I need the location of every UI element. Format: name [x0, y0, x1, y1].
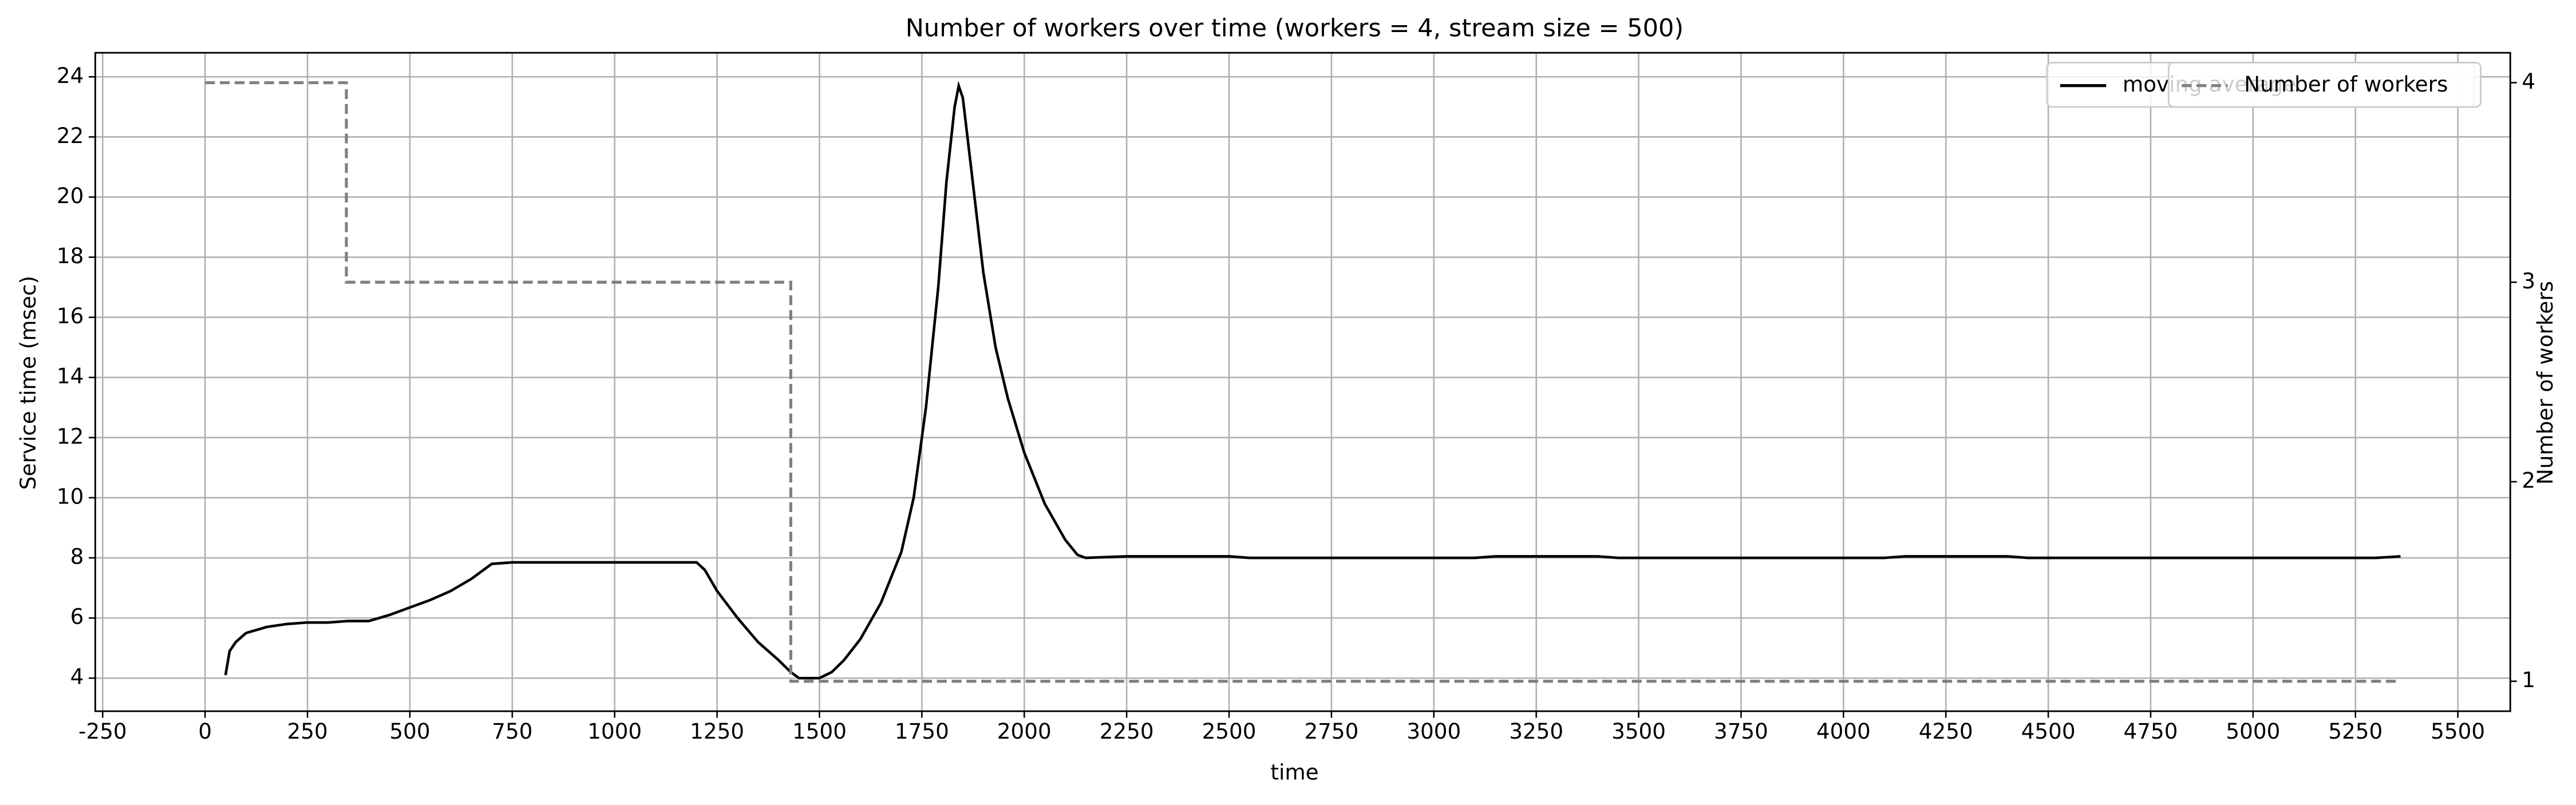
x-tick-label: 1500	[792, 719, 847, 744]
legend-label: Number of workers	[2244, 72, 2448, 97]
x-axis-label: time	[1270, 760, 1318, 785]
series-line	[205, 81, 2401, 683]
y-tick-label: 12	[57, 423, 84, 449]
x-tick-label: 5500	[2431, 719, 2485, 744]
x-tick-label: 2500	[1202, 719, 1257, 744]
x-tick-label: 1000	[587, 719, 642, 744]
y2-tick-label: 1	[2522, 667, 2535, 692]
x-tick-label: 1750	[895, 719, 949, 744]
chart-title: Number of workers over time (workers = 4…	[906, 14, 1684, 43]
x-tick-label: 4000	[1816, 719, 1871, 744]
y2-tick-label: 4	[2522, 69, 2535, 94]
plot-frame	[94, 51, 2511, 712]
y-tick-label: 20	[57, 183, 84, 208]
x-tick-label: 4500	[2021, 719, 2076, 744]
x-tick-label: 5000	[2226, 719, 2280, 744]
y-axis-label: Service time (msec)	[15, 276, 41, 490]
x-tick-label: 3750	[1714, 719, 1768, 744]
y-tick-label: 22	[57, 123, 84, 148]
x-tick-label: 3000	[1406, 719, 1461, 744]
x-tick-label: 5250	[2328, 719, 2383, 744]
x-tick-label: 2000	[997, 719, 1052, 744]
x-tick-label: 2250	[1100, 719, 1154, 744]
y2-tick-label: 3	[2522, 268, 2535, 294]
y-tick-label: 6	[70, 604, 84, 629]
x-tick-label: 2750	[1304, 719, 1358, 744]
y-tick-label: 8	[70, 544, 84, 569]
x-tick-label: 250	[287, 719, 327, 744]
x-tick-label: 1250	[690, 719, 744, 744]
y2-axis-label: Number of workers	[2532, 281, 2558, 485]
y-tick-label: 14	[57, 363, 84, 388]
x-tick-label: 3500	[1611, 719, 1666, 744]
x-tick-label: 750	[492, 719, 532, 744]
x-tick-label: 3250	[1509, 719, 1563, 744]
series-line	[224, 81, 2401, 680]
y-tick-label: 16	[57, 303, 84, 328]
x-tick-label: 500	[389, 719, 430, 744]
x-tick-label: 4750	[2124, 719, 2178, 744]
x-tick-label: 4250	[1919, 719, 1973, 744]
y-tick-label: 10	[57, 483, 84, 509]
y-tick-label: 24	[57, 63, 84, 88]
y-tick-label: 18	[57, 243, 84, 268]
x-tick-label: -250	[78, 719, 127, 744]
y-tick-label: 4	[70, 664, 84, 689]
legend-box	[2167, 61, 2482, 108]
y2-tick-label: 2	[2522, 467, 2535, 493]
x-tick-label: 0	[198, 719, 212, 744]
